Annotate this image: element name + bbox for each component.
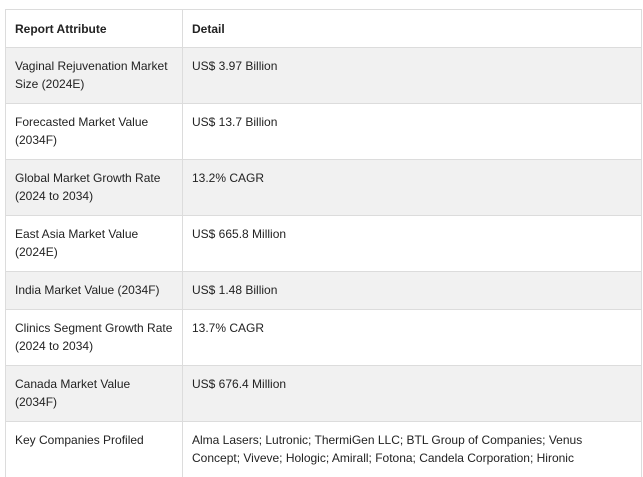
cell-attribute: Key Companies Profiled <box>6 422 183 477</box>
cell-detail: 13.2% CAGR <box>183 160 642 216</box>
table-row: Vaginal Rejuvenation Market Size (2024E)… <box>6 48 642 104</box>
header-report-attribute: Report Attribute <box>6 10 183 48</box>
table-row: Global Market Growth Rate (2024 to 2034)… <box>6 160 642 216</box>
header-detail: Detail <box>183 10 642 48</box>
cell-detail: US$ 1.48 Billion <box>183 272 642 310</box>
cell-attribute: Forecasted Market Value (2034F) <box>6 104 183 160</box>
table-row: Canada Market Value (2034F) US$ 676.4 Mi… <box>6 366 642 422</box>
cell-detail: US$ 676.4 Million <box>183 366 642 422</box>
cell-detail: US$ 13.7 Billion <box>183 104 642 160</box>
table-row: Forecasted Market Value (2034F) US$ 13.7… <box>6 104 642 160</box>
table-header-row: Report Attribute Detail <box>6 10 642 48</box>
cell-detail: US$ 3.97 Billion <box>183 48 642 104</box>
cell-detail: 13.7% CAGR <box>183 310 642 366</box>
table-row: Clinics Segment Growth Rate (2024 to 203… <box>6 310 642 366</box>
cell-attribute: East Asia Market Value (2024E) <box>6 216 183 272</box>
cell-detail: US$ 665.8 Million <box>183 216 642 272</box>
report-table-container: Report Attribute Detail Vaginal Rejuvena… <box>0 0 643 451</box>
table-row: East Asia Market Value (2024E) US$ 665.8… <box>6 216 642 272</box>
cell-attribute: Canada Market Value (2034F) <box>6 366 183 422</box>
cell-attribute: Vaginal Rejuvenation Market Size (2024E) <box>6 48 183 104</box>
cell-attribute: Global Market Growth Rate (2024 to 2034) <box>6 160 183 216</box>
cell-attribute: Clinics Segment Growth Rate (2024 to 203… <box>6 310 183 366</box>
report-attribute-table: Report Attribute Detail Vaginal Rejuvena… <box>5 9 642 477</box>
table-row: Key Companies Profiled Alma Lasers; Lutr… <box>6 422 642 477</box>
cell-detail: Alma Lasers; Lutronic; ThermiGen LLC; BT… <box>183 422 642 477</box>
table-row: India Market Value (2034F) US$ 1.48 Bill… <box>6 272 642 310</box>
cell-attribute: India Market Value (2034F) <box>6 272 183 310</box>
